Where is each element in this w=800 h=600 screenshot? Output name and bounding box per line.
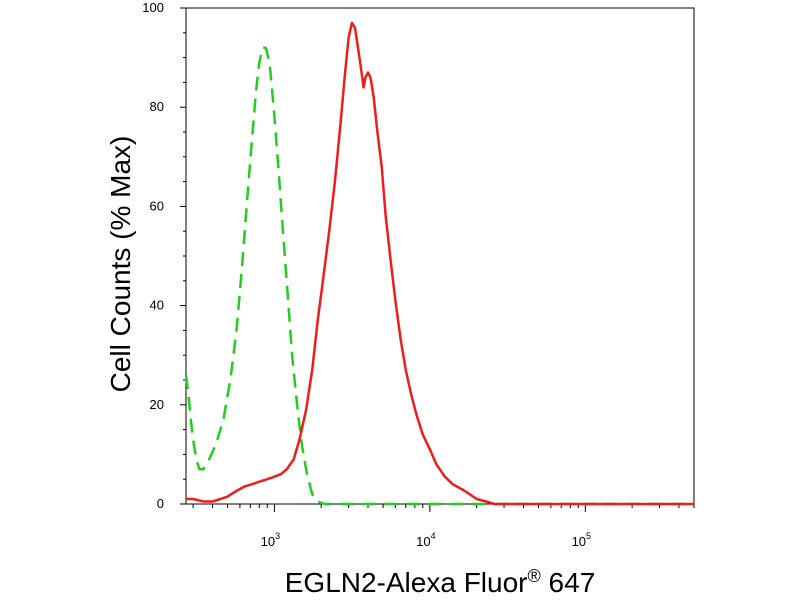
y-tick-label: 60 [150, 198, 164, 213]
y-tick-label: 80 [150, 99, 164, 114]
y-tick-label: 0 [157, 496, 164, 511]
y-axis-title: Cell Counts (% Max) [105, 136, 136, 393]
x-tick-label: 105 [572, 531, 591, 549]
x-axis-title-main: EGLN2-Alexa Fluor [285, 567, 528, 598]
y-tick-label: 100 [142, 0, 164, 15]
y-tick-label: 20 [150, 397, 164, 412]
y-tick-label: 40 [150, 298, 164, 313]
plot-border [185, 7, 695, 505]
series-layer [184, 21, 694, 506]
x-tick-label: 103 [261, 531, 280, 549]
x-axis-title-suffix: 647 [541, 567, 596, 598]
x-tick-label: 104 [416, 531, 435, 549]
y-axis-ticks: 0 20 40 60 80 100 [142, 0, 186, 511]
sample-histogram-curve [186, 21, 694, 506]
isotype-control-dashed-curve [184, 46, 694, 506]
x-axis-title-registered-mark: ® [528, 566, 541, 586]
plot-frame [185, 7, 695, 505]
x-axis-title: EGLN2-Alexa Fluor® 647 [285, 566, 596, 598]
x-axis-ticks: 103 104 105 [192, 504, 695, 549]
